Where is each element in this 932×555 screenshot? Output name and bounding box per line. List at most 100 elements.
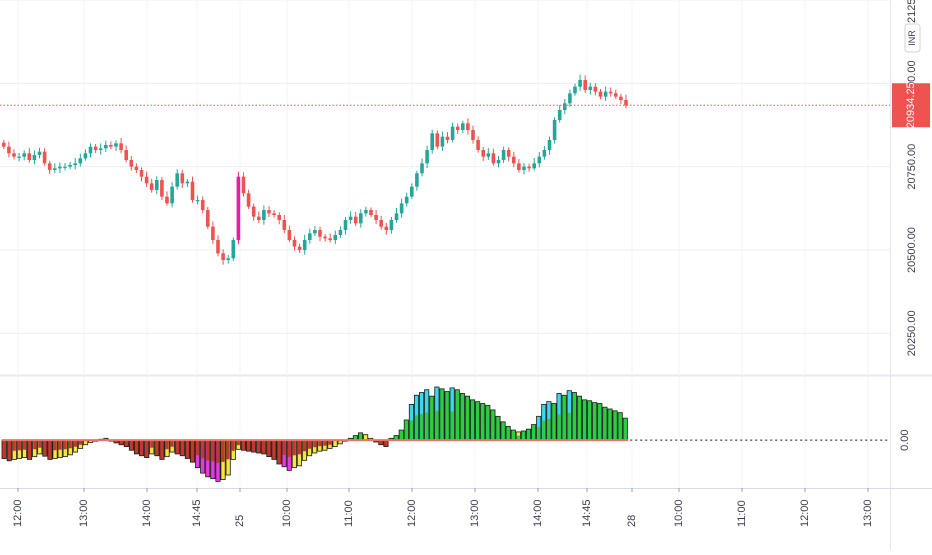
- candle-body: [313, 230, 317, 234]
- hist-bar-inner: [511, 434, 515, 441]
- candle-body: [170, 186, 174, 204]
- hist-bar-inner: [460, 414, 464, 441]
- candle-body: [308, 233, 312, 240]
- candle-body: [180, 173, 185, 184]
- candle-body: [440, 136, 445, 147]
- candle-body: [471, 130, 475, 140]
- hist-bar-inner: [28, 440, 32, 451]
- hist-bar-inner: [526, 434, 531, 441]
- candle-body: [129, 160, 134, 167]
- x-tick-label: 13:00: [469, 499, 481, 527]
- candle-body: [384, 226, 389, 230]
- candle-body: [374, 215, 378, 220]
- candle-body: [430, 133, 434, 150]
- oscillator-zero-label: 0.00: [899, 429, 911, 450]
- hist-bar-inner: [328, 440, 332, 445]
- hist-bar-inner: [17, 440, 21, 451]
- candle-body: [486, 153, 491, 157]
- candle-body: [104, 145, 108, 149]
- hist-bar-inner: [277, 440, 281, 454]
- x-tick-label: 12:00: [799, 499, 811, 527]
- candle-body: [532, 163, 536, 169]
- candle-body: [557, 110, 562, 120]
- hist-bar-inner: [145, 440, 149, 450]
- candle-body: [165, 196, 169, 204]
- candle-body: [27, 153, 32, 160]
- hist-bar-inner: [598, 420, 602, 441]
- hist-bar-inner: [160, 440, 164, 451]
- hist-bar-inner: [582, 417, 587, 441]
- hist-bar-inner: [190, 440, 195, 453]
- candle-body: [568, 93, 572, 104]
- candle-body: [195, 200, 200, 202]
- hist-bar-inner: [43, 440, 47, 449]
- candle-body: [598, 91, 603, 97]
- last-price-label: 20934.25: [905, 82, 917, 128]
- candle-body: [68, 165, 72, 167]
- candle-body: [399, 203, 404, 214]
- candle-body: [63, 166, 67, 168]
- hist-bar-inner: [267, 440, 271, 450]
- hist-bar-inner: [532, 431, 536, 441]
- candle-body: [369, 210, 373, 215]
- currency-label: INR: [907, 30, 917, 46]
- hist-bar-inner: [252, 440, 256, 447]
- hist-bar-inner: [496, 427, 500, 441]
- candle-body: [496, 160, 501, 164]
- hist-bar-inner: [150, 440, 154, 448]
- candle-body: [333, 235, 338, 240]
- hist-bar-inner: [430, 415, 434, 441]
- hist-bar-inner: [246, 440, 251, 447]
- candle-body: [583, 80, 587, 90]
- hist-bar-inner: [48, 440, 52, 451]
- hist-bar-inner: [593, 419, 597, 441]
- hist-bar-inner: [236, 440, 240, 446]
- hist-bar-inner: [486, 421, 490, 441]
- x-tick-label: 28: [626, 515, 638, 527]
- hist-bar-inner: [557, 414, 561, 441]
- hist-bar-inner: [516, 435, 520, 441]
- candle-body: [22, 153, 26, 157]
- candle-body: [593, 86, 598, 92]
- candle-body: [47, 163, 52, 170]
- hist-bar-inner: [282, 440, 286, 455]
- candle-body: [88, 146, 93, 154]
- hist-bar-inner: [68, 440, 72, 449]
- currency-badge[interactable]: [904, 23, 921, 53]
- candle-body: [78, 158, 83, 164]
- candle-body: [563, 103, 567, 110]
- hist-bar-inner: [521, 435, 525, 441]
- hist-bar-inner: [588, 418, 592, 441]
- candle-body: [241, 176, 246, 194]
- candle-body: [348, 216, 353, 220]
- candle-body: [257, 216, 261, 220]
- hist-bar-inner: [572, 413, 576, 441]
- candle-body: [476, 140, 480, 150]
- hist-bar-inner: [506, 432, 510, 441]
- hist-bar-inner: [308, 440, 312, 449]
- candle-body: [287, 230, 292, 240]
- hist-bar-inner: [78, 440, 83, 445]
- y-tick-label: 20750.00: [906, 144, 918, 190]
- hist-bar-inner: [562, 415, 566, 441]
- candle-body: [190, 181, 195, 200]
- candle-body: [501, 150, 506, 160]
- x-tick-label: 14:45: [191, 499, 203, 527]
- candle-body: [236, 176, 241, 240]
- candle-body: [98, 148, 103, 150]
- hist-bar-inner: [241, 440, 245, 446]
- candle-body: [251, 206, 256, 217]
- hist-bar-inner: [552, 420, 556, 441]
- candle-body: [302, 240, 307, 250]
- hist-bar-inner: [201, 440, 205, 459]
- x-tick-label: 13:00: [78, 499, 90, 527]
- hist-bar-inner: [440, 411, 444, 441]
- hist-bar-inner: [170, 440, 174, 447]
- hist-bar-inner: [470, 417, 475, 441]
- candle-body: [144, 176, 149, 184]
- candle-body: [231, 240, 236, 259]
- hist-bar-inner: [53, 440, 57, 451]
- hist-bar-inner: [358, 436, 363, 441]
